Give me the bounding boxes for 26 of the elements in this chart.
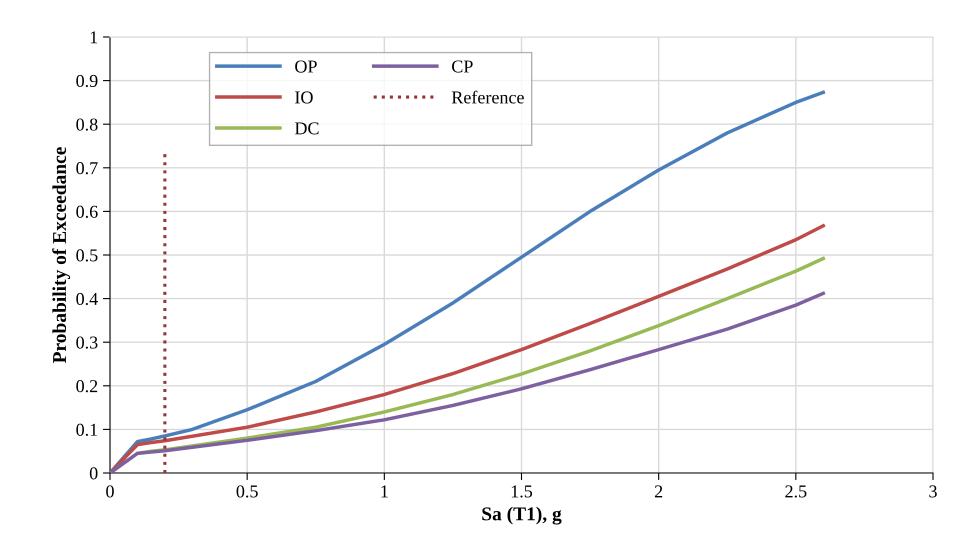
line-series	[110, 292, 825, 473]
x-tick-label: 3	[929, 485, 937, 498]
y-axis-title: Probability of Exceedance	[52, 147, 70, 364]
x-tick-label: 0.5	[236, 485, 258, 498]
y-tick-label: 0.7	[76, 162, 98, 174]
x-tick-label: 1.5	[512, 485, 532, 498]
y-tick-label: 0.6	[76, 206, 98, 218]
x-tick-label: 0	[106, 485, 114, 498]
x-tick-label: 2	[654, 485, 662, 498]
y-tick-label: 0.5	[76, 249, 98, 262]
legend-label: OP	[295, 60, 317, 73]
y-tick-label: 0.8	[76, 118, 98, 131]
y-tick-label: 0	[90, 467, 98, 480]
legend-label: Reference	[452, 90, 524, 104]
y-tick-label: 0.2	[76, 380, 98, 392]
y-tick-label: 0.9	[76, 74, 98, 88]
x-tick-label: 1	[381, 485, 388, 498]
x-axis-title: Sa (T1), g	[482, 506, 562, 525]
y-tick-label: 0.3	[76, 336, 98, 349]
legend-label: DC	[294, 122, 319, 134]
legend-label: IO	[295, 91, 313, 104]
y-tick-label: 1	[90, 31, 98, 44]
legend-label: CP	[452, 60, 473, 73]
y-tick-label: 0.4	[76, 292, 98, 306]
y-tick-label: 0.1	[76, 424, 98, 436]
x-tick-label: 2.5	[785, 485, 806, 498]
